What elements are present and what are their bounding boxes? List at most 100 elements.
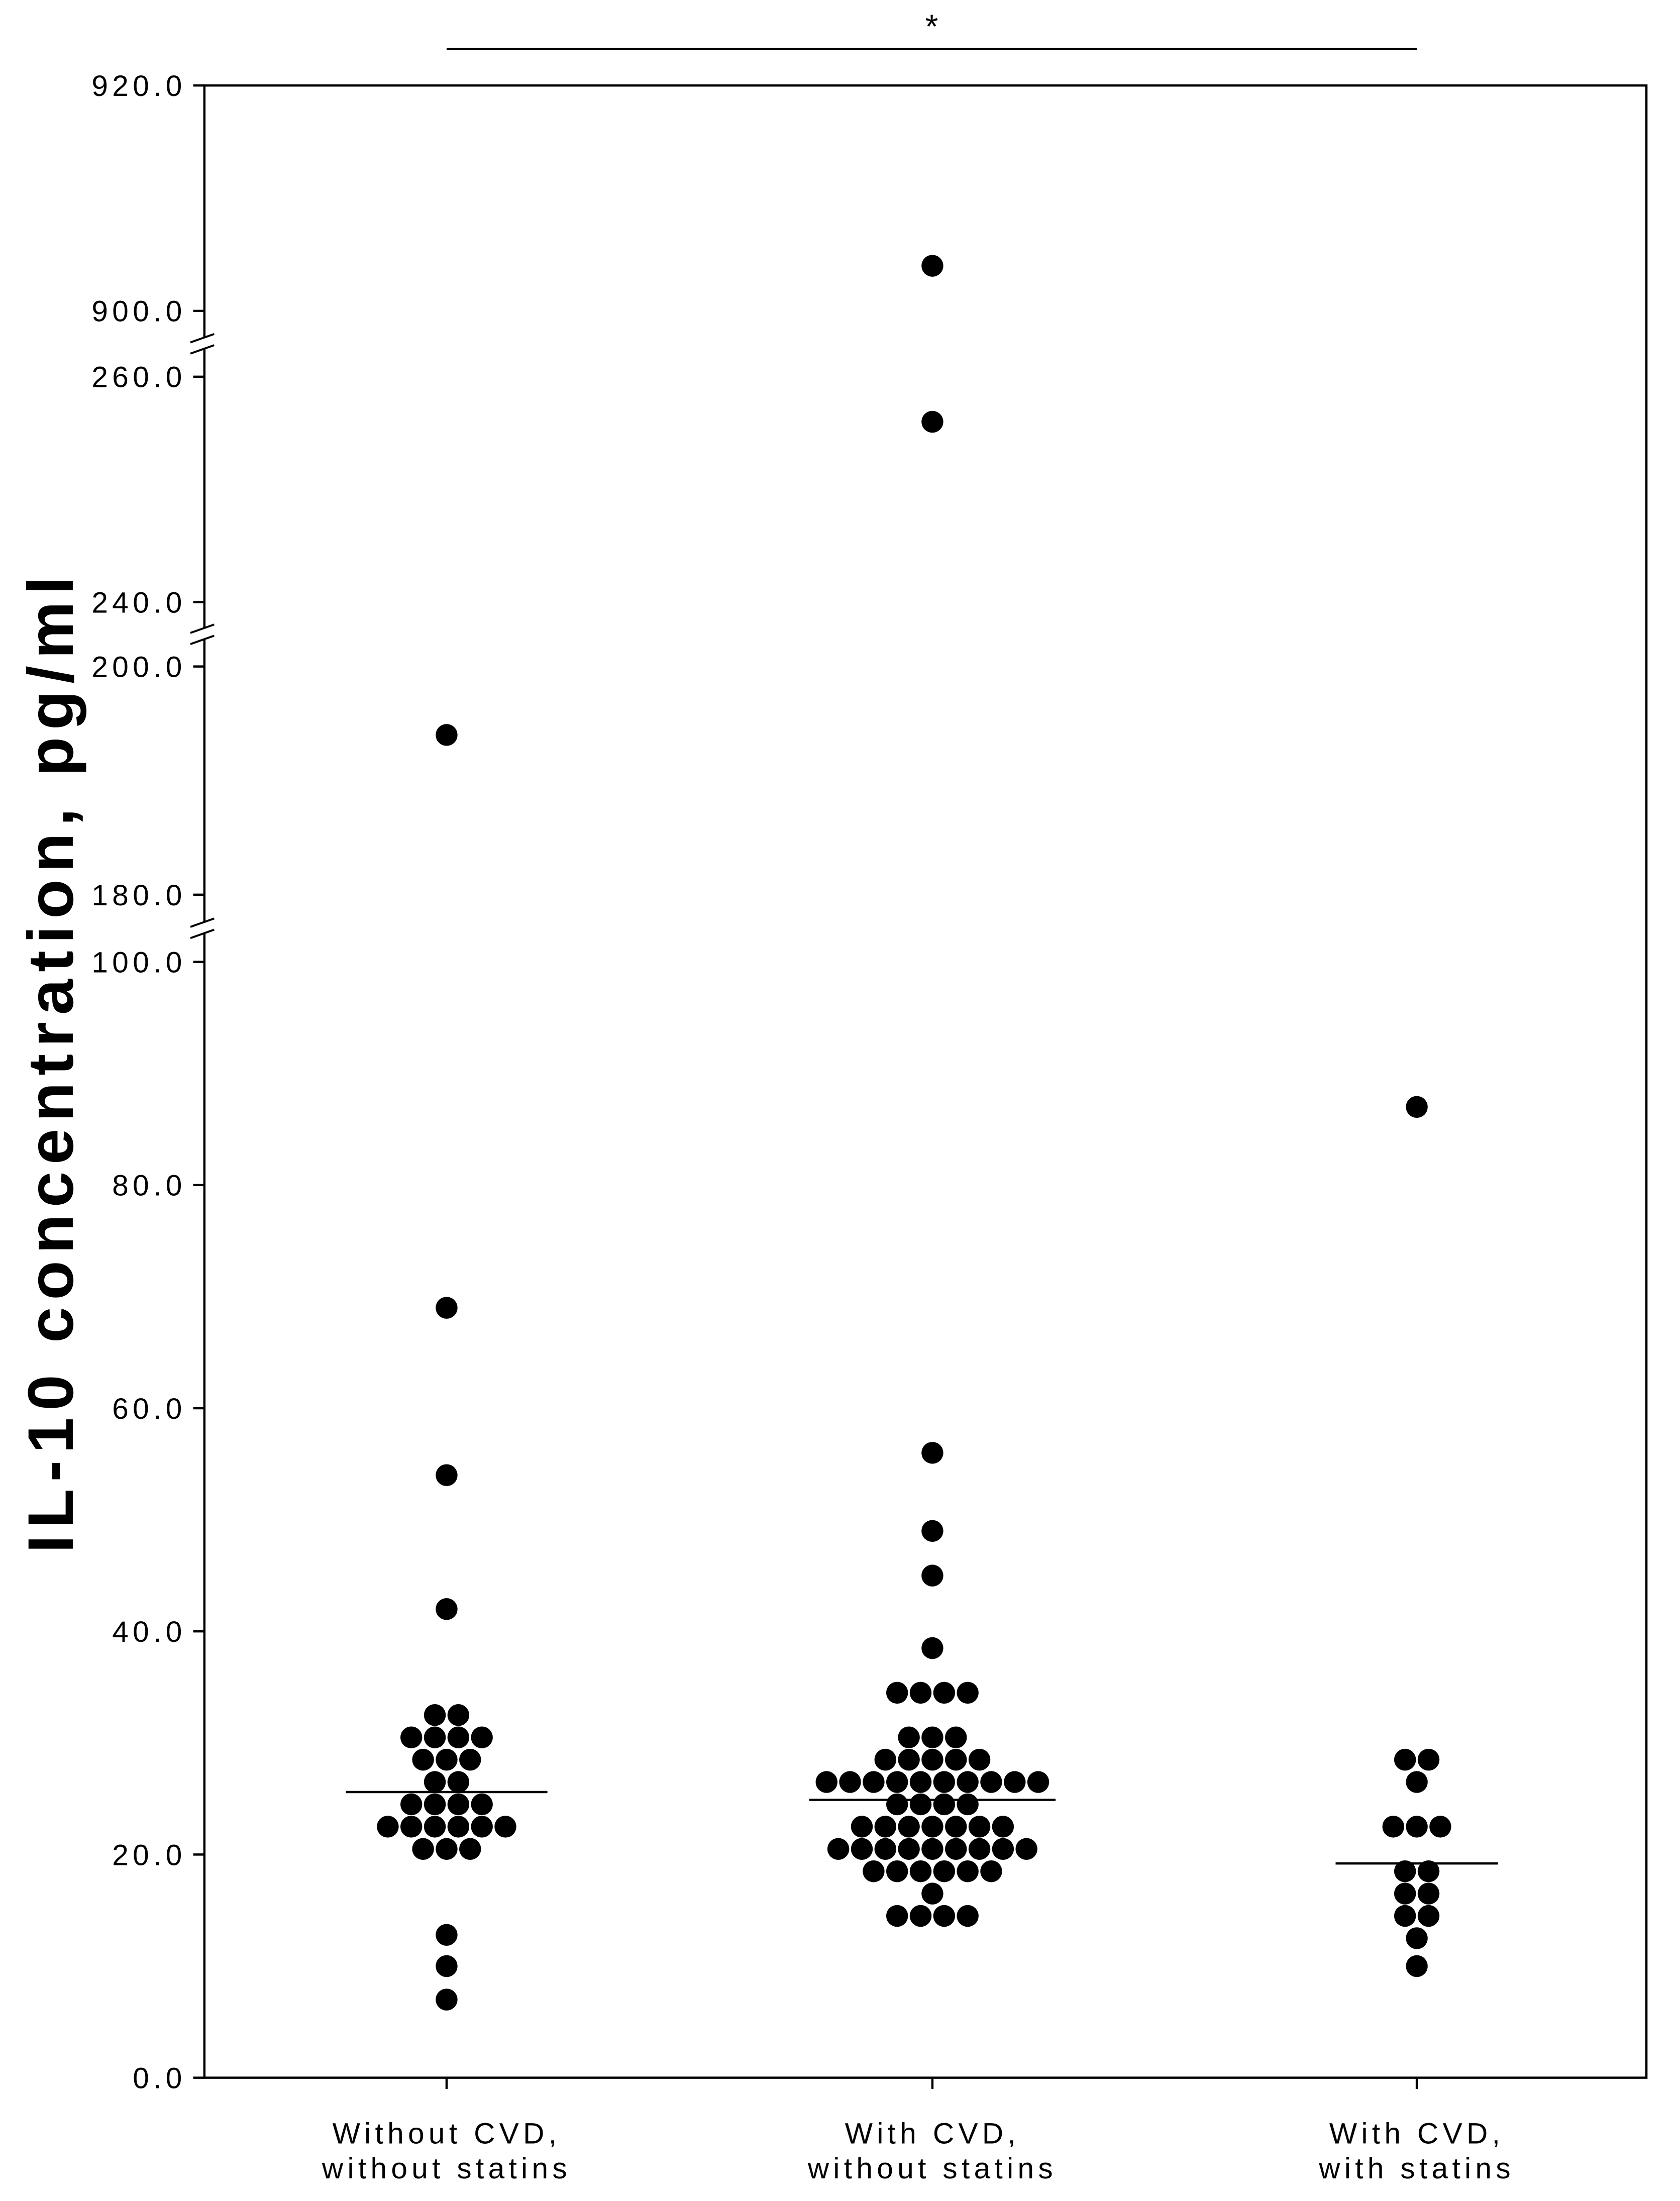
data-point (436, 724, 458, 746)
data-point (909, 1905, 932, 1927)
data-point (898, 1816, 920, 1838)
data-point (886, 1860, 908, 1882)
group-1-points (377, 724, 516, 2011)
data-point (447, 1771, 470, 1793)
data-point (909, 1682, 932, 1704)
data-point (447, 1726, 470, 1748)
data-point (447, 1816, 470, 1838)
data-point (921, 1816, 943, 1838)
data-point (1027, 1771, 1049, 1793)
data-point (436, 1297, 458, 1319)
data-point (447, 1704, 470, 1726)
data-point (412, 1838, 434, 1860)
data-point (863, 1860, 885, 1882)
group-2-points (815, 255, 1049, 1927)
data-point (886, 1793, 908, 1816)
data-point (921, 1882, 943, 1905)
axis-break-slash (190, 917, 215, 928)
data-point (933, 1682, 956, 1704)
data-point (933, 1771, 956, 1793)
data-point (863, 1771, 885, 1793)
data-point (921, 1442, 943, 1464)
data-point (933, 1905, 956, 1927)
data-point (815, 1771, 837, 1793)
data-point (933, 1860, 956, 1882)
data-point (1417, 1882, 1440, 1905)
data-point (1406, 1927, 1428, 1949)
significance-star: * (925, 8, 938, 45)
data-point (945, 1816, 967, 1838)
data-point (909, 1860, 932, 1882)
data-point (1406, 1771, 1428, 1793)
data-point (436, 1988, 458, 2011)
y-tick-label: 900.0 (91, 295, 186, 328)
y-tick-label: 240.0 (91, 586, 186, 619)
data-point (436, 1748, 458, 1771)
data-point (1406, 1096, 1428, 1118)
data-point (1406, 1955, 1428, 1977)
x-tick-label: with statins (1318, 2152, 1515, 2185)
data-point (1394, 1905, 1416, 1927)
data-point (1417, 1748, 1440, 1771)
data-point (436, 1464, 458, 1487)
data-point (1394, 1882, 1416, 1905)
axis-break-mark (190, 333, 215, 355)
axis-break-mark (190, 917, 215, 939)
data-point (980, 1860, 1002, 1882)
data-point (945, 1748, 967, 1771)
axis-break-slash (190, 928, 215, 939)
data-point (921, 1637, 943, 1659)
data-point (436, 1955, 458, 1977)
data-point (424, 1771, 446, 1793)
data-point (921, 1520, 943, 1542)
data-point (424, 1793, 446, 1816)
data-point (424, 1816, 446, 1838)
x-tick-label: With CVD, (845, 2118, 1020, 2150)
data-point (494, 1816, 516, 1838)
data-point (400, 1726, 423, 1748)
data-point (957, 1905, 979, 1927)
data-point (874, 1816, 897, 1838)
data-point (851, 1838, 873, 1860)
data-point (968, 1838, 991, 1860)
data-point (827, 1838, 850, 1860)
y-tick-label: 920.0 (91, 70, 186, 102)
y-axis-ticks: 0.0 20.0 40.0 60.0 80.0 100.0 180.0 200.0 240.0 2… (91, 70, 204, 2094)
data-point (874, 1748, 897, 1771)
y-tick-label: 0.0 (133, 2062, 186, 2094)
data-point (1417, 1905, 1440, 1927)
data-point (945, 1726, 967, 1748)
axis-break-mark (190, 623, 215, 645)
data-point (921, 410, 943, 433)
data-point (992, 1838, 1014, 1860)
data-point (886, 1771, 908, 1793)
y-tick-label: 200.0 (91, 651, 186, 684)
data-point (945, 1838, 967, 1860)
data-point (377, 1816, 399, 1838)
data-point (968, 1816, 991, 1838)
data-point (1394, 1860, 1416, 1882)
data-point (1417, 1860, 1440, 1882)
x-tick-label: With CVD, (1329, 2118, 1504, 2150)
data-point (436, 1838, 458, 1860)
data-point (436, 1598, 458, 1620)
data-point (447, 1793, 470, 1816)
axis-break-slash (190, 623, 215, 634)
data-point (980, 1771, 1002, 1793)
data-point (992, 1816, 1014, 1838)
y-axis-title: IL-10 concentration, pg/ml (15, 570, 87, 1553)
data-point (1406, 1816, 1428, 1838)
axis-break-gap (200, 628, 209, 640)
data-point (471, 1793, 493, 1816)
data-point (400, 1793, 423, 1816)
data-point (1382, 1816, 1405, 1838)
y-tick-label: 80.0 (112, 1170, 186, 1202)
axis-break-gap (200, 922, 209, 934)
y-tick-label: 180.0 (91, 879, 186, 912)
data-point (851, 1816, 873, 1838)
data-point (898, 1748, 920, 1771)
y-tick-label: 20.0 (112, 1839, 186, 1871)
axis-break-slash (190, 333, 215, 344)
data-point (412, 1748, 434, 1771)
